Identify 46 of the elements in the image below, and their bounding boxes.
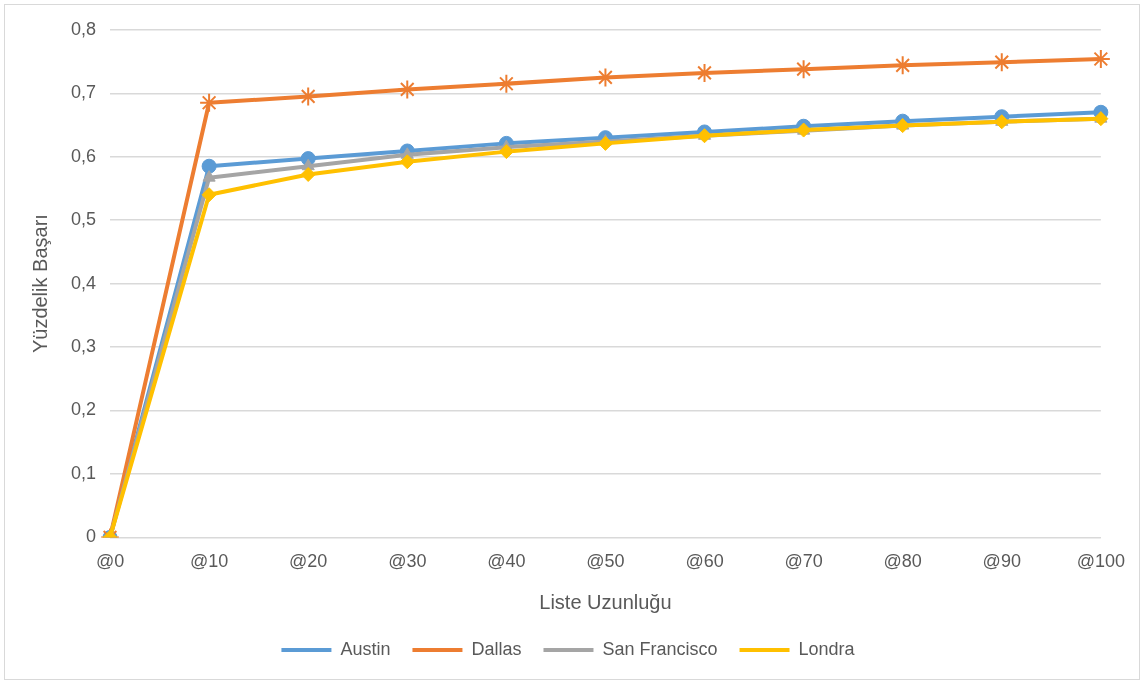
y-tick-label: 0,4 [70,272,97,293]
legend-label: Londra [798,638,856,659]
legend-label: Dallas [471,638,522,659]
y-tick-label: 0,3 [70,336,97,357]
point [895,118,911,134]
x-tick-label: @20 [289,551,328,572]
legend-label: San Francisco [602,638,718,659]
y-axis-title: Yüzdelik Başarı [28,214,51,354]
point [496,73,517,94]
y-tick-label: 0,1 [70,462,97,483]
x-tick-label: @100 [1076,551,1125,572]
x-tick-label: @70 [784,551,823,572]
y-tick-label: 0,8 [70,18,97,39]
point [300,166,316,182]
y-tick-label: 0 [86,526,97,547]
legend-label: Austin [340,638,391,659]
x-tick-label: @60 [685,551,724,572]
point [694,62,715,83]
y-tick-label: 0,7 [70,82,97,103]
point [1093,111,1109,127]
y-tick-label: 0,6 [70,145,97,166]
x-axis-title: Liste Uzunluğu [539,590,672,613]
x-tick-label: @50 [586,551,625,572]
point [298,86,319,107]
point [697,128,713,144]
point [399,154,415,170]
point [397,79,418,100]
point [201,158,217,174]
point [991,52,1012,73]
point [201,187,217,203]
point [994,114,1010,130]
point [892,55,913,76]
point [595,67,616,88]
x-tick-label: @10 [189,551,229,572]
x-tick-label: @80 [883,551,922,572]
x-tick-label: @30 [388,551,427,572]
point [793,59,814,80]
y-tick-label: 0,2 [70,399,97,420]
point [1090,48,1111,69]
y-tick-label: 0,5 [70,209,97,230]
x-tick-label: @90 [982,551,1021,572]
x-tick-label: @0 [95,551,125,572]
point [202,170,216,182]
point [597,135,613,151]
point [498,144,514,160]
x-tick-label: @40 [487,551,526,572]
